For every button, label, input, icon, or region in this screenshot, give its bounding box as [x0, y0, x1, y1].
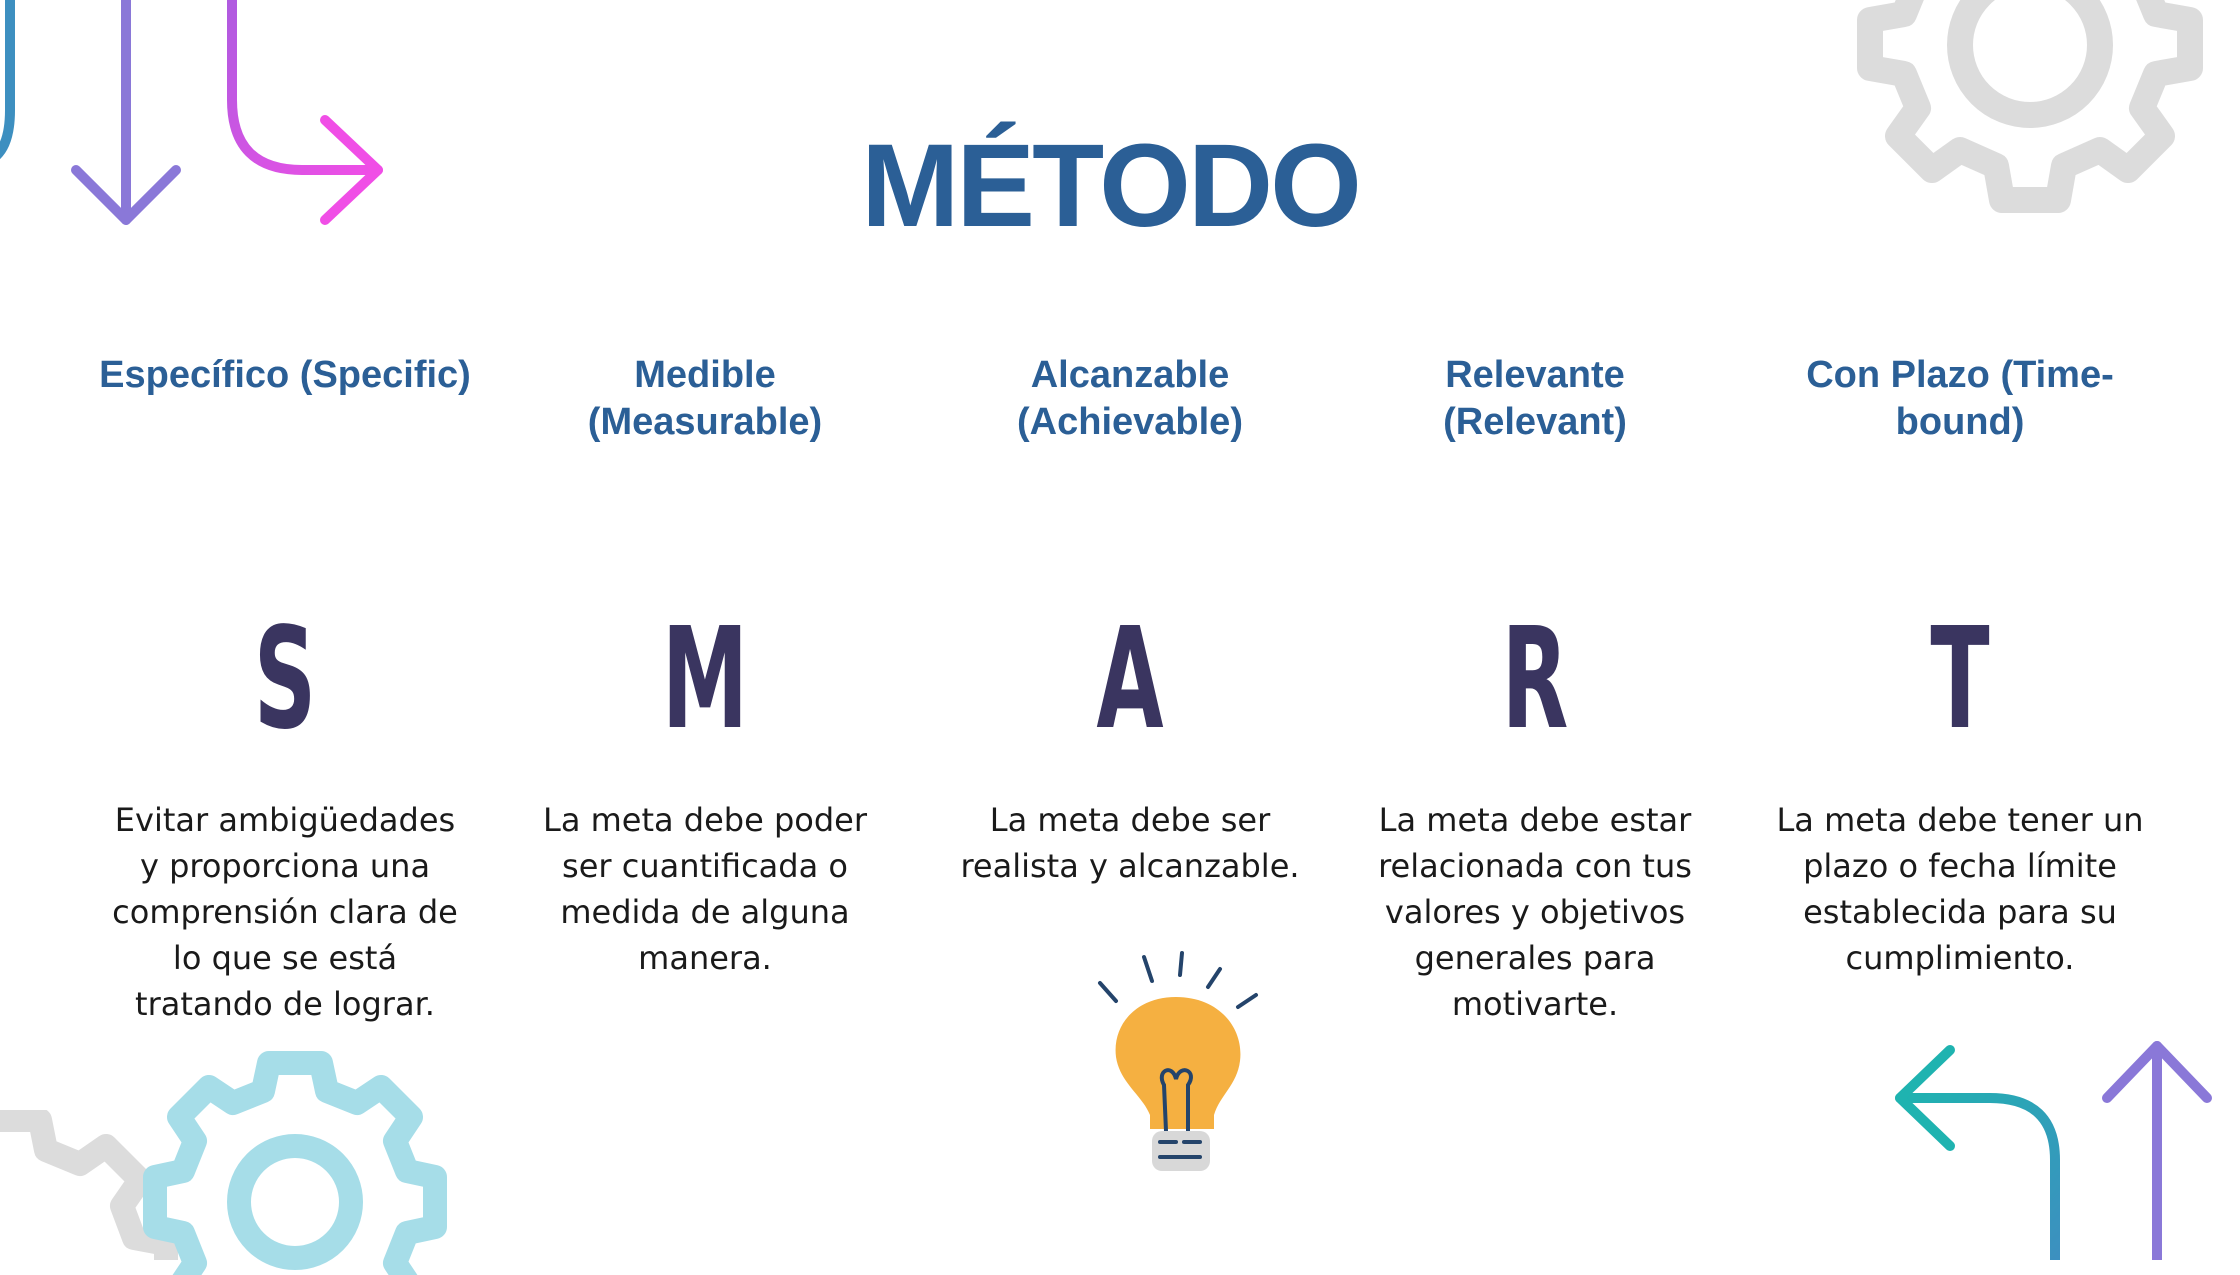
column-description: La meta debe tener un plazo o fecha lími… — [1776, 801, 2144, 977]
column-heading: Alcanzable (Achievable) — [1017, 354, 1243, 443]
column-time-bound: Con Plazo (Time-bound) T La meta debe te… — [1750, 352, 2170, 981]
column-description: La meta debe estar relacionada con tus v… — [1378, 801, 1692, 1023]
column-relevant: Relevante (Relevant) R La meta debe esta… — [1325, 352, 1745, 1027]
curve-edge-icon — [0, 0, 15, 159]
lightbulb-icon — [1098, 951, 1258, 1171]
gear-icon — [1857, 0, 2203, 213]
smart-letter-t: T — [1930, 598, 1990, 761]
arrow-up-icon — [2102, 1041, 2212, 1260]
gear-cyan-icon — [143, 1051, 447, 1275]
column-specific: Específico (Specific) S Evitar ambigüeda… — [75, 352, 495, 1027]
smart-letter-r: R — [1501, 598, 1569, 761]
column-measurable: Medible (Measurable) M La meta debe pode… — [495, 352, 915, 981]
gear-gray-icon — [0, 1110, 178, 1260]
column-description: La meta debe ser realista y alcanzable. — [960, 801, 1300, 885]
smart-letter-m: M — [661, 598, 749, 761]
column-heading: Relevante (Relevant) — [1443, 354, 1627, 443]
arrows-bottom-right-decoration — [1895, 1041, 2212, 1260]
column-heading: Específico (Specific) — [99, 354, 471, 396]
column-heading: Con Plazo (Time-bound) — [1806, 354, 2114, 443]
smart-letter-a: A — [1096, 598, 1164, 761]
column-heading: Medible (Measurable) — [587, 354, 823, 443]
arrow-turn-right-icon — [227, 0, 383, 225]
smart-letter-s: S — [253, 598, 317, 761]
arrow-down-icon — [71, 0, 181, 225]
column-achievable: Alcanzable (Achievable) A La meta debe s… — [920, 352, 1340, 889]
arrow-turn-left-icon — [1895, 1045, 2060, 1260]
page-title: MÉTODO — [861, 120, 1362, 252]
arrows-top-left-decoration — [0, 0, 383, 225]
column-description: Evitar ambigüedades y proporciona una co… — [112, 801, 458, 1023]
column-description: La meta debe poder ser cuantificada o me… — [542, 801, 867, 977]
